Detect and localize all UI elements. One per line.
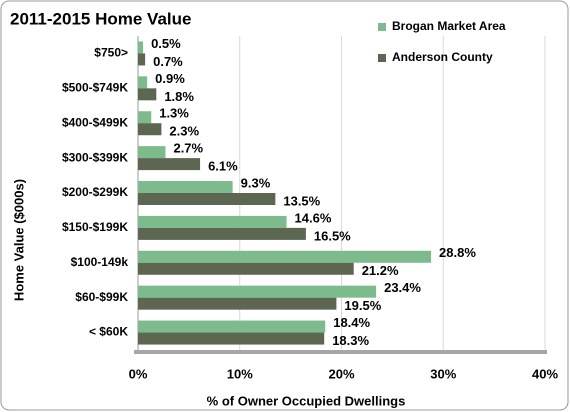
bar bbox=[138, 332, 325, 345]
x-tick-label: 20% bbox=[328, 366, 354, 381]
data-label: 16.5% bbox=[314, 228, 351, 243]
data-label: 1.3% bbox=[159, 106, 189, 121]
data-label: 0.9% bbox=[155, 71, 185, 86]
legend-swatch bbox=[378, 54, 386, 62]
x-axis-line bbox=[134, 350, 547, 354]
y-tick-label: $100-149k bbox=[71, 255, 129, 269]
bar bbox=[138, 53, 146, 66]
data-label: 28.8% bbox=[439, 245, 476, 260]
bar bbox=[138, 215, 287, 228]
x-tick-label: 10% bbox=[227, 366, 253, 381]
y-tick-label: $60-$99K bbox=[75, 290, 128, 304]
y-axis-label: Home Value ($000s) bbox=[11, 179, 26, 301]
y-tick-label: $400-$499K bbox=[62, 115, 128, 129]
y-tick-label: < $60K bbox=[89, 325, 128, 339]
data-label: 0.5% bbox=[151, 36, 181, 51]
bar bbox=[138, 111, 152, 124]
chart-title: 2011-2015 Home Value bbox=[10, 9, 191, 28]
bar bbox=[138, 88, 157, 101]
data-label: 0.7% bbox=[153, 54, 183, 69]
data-label: 21.2% bbox=[362, 263, 399, 278]
y-tick-label: $750> bbox=[94, 46, 128, 60]
bar bbox=[138, 123, 162, 136]
bar bbox=[138, 250, 432, 263]
bar bbox=[138, 320, 326, 333]
bar bbox=[138, 146, 166, 159]
legend-label: Anderson County bbox=[392, 50, 493, 64]
data-label: 18.4% bbox=[333, 315, 370, 330]
data-label: 14.6% bbox=[295, 210, 332, 225]
data-label: 19.5% bbox=[344, 298, 381, 313]
x-tick-label: 0% bbox=[129, 366, 148, 381]
y-tick-label: $300-$399K bbox=[62, 150, 128, 164]
data-label: 18.3% bbox=[332, 333, 369, 348]
x-axis-label: % of Owner Occupied Dwellings bbox=[207, 393, 406, 408]
legend-label: Brogan Market Area bbox=[392, 19, 506, 33]
y-tick-label: $200-$299K bbox=[62, 185, 128, 199]
legend-swatch bbox=[378, 23, 386, 31]
data-label: 13.5% bbox=[283, 193, 320, 208]
bar bbox=[138, 227, 306, 240]
bar bbox=[138, 76, 148, 89]
bar bbox=[138, 41, 144, 54]
data-label: 9.3% bbox=[241, 175, 271, 190]
data-label: 23.4% bbox=[384, 280, 421, 295]
bar bbox=[138, 158, 201, 171]
data-label: 6.1% bbox=[208, 159, 238, 174]
y-tick-label: $150-$199K bbox=[62, 220, 128, 234]
data-label: 2.3% bbox=[169, 124, 199, 139]
data-label: 2.7% bbox=[173, 141, 203, 156]
bar bbox=[138, 193, 276, 205]
x-tick-label: 40% bbox=[532, 366, 558, 381]
bar bbox=[138, 285, 377, 298]
x-tick-label: 30% bbox=[430, 366, 456, 381]
bar bbox=[138, 181, 233, 193]
data-label: 1.8% bbox=[164, 89, 194, 104]
y-tick-label: $500-$749K bbox=[62, 81, 128, 95]
bar bbox=[138, 297, 337, 310]
bar bbox=[138, 262, 354, 275]
